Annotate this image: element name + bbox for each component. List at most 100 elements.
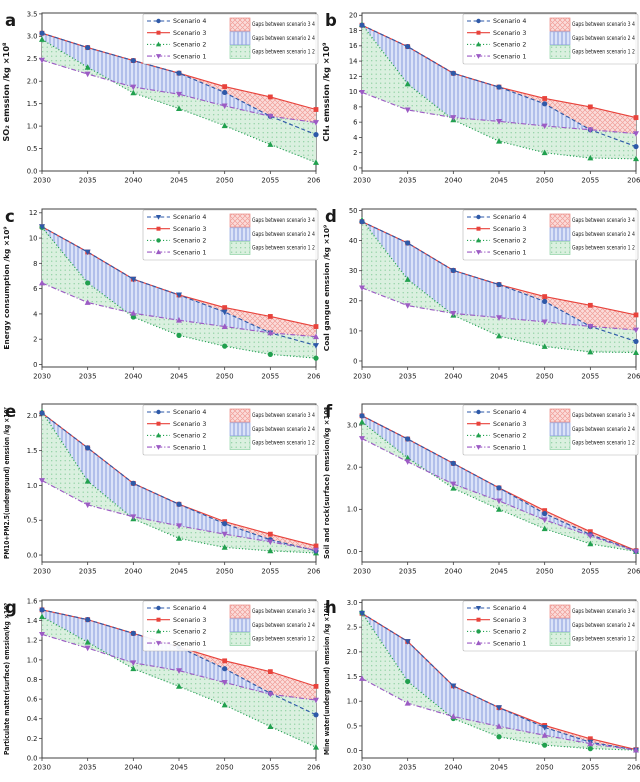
marker-triangle-down [313, 697, 319, 703]
marker-triangle-up [450, 712, 457, 719]
y-tick-label: 1.0 [27, 656, 38, 664]
marker-triangle-down [587, 127, 594, 133]
marker-circle [450, 460, 456, 467]
y-tick-label: 12 [349, 73, 358, 81]
legend-label: Gaps between scenario 2 4 [572, 621, 635, 628]
marker-triangle-down [39, 223, 45, 230]
marker-triangle-up [313, 743, 319, 750]
marker-triangle-down [404, 459, 411, 465]
legend-item-gap-2: Gaps between scenario 2 4 [229, 226, 315, 241]
marker-circle [267, 351, 273, 357]
marker-triangle-down [84, 249, 91, 255]
y-tick-label: 1.5 [347, 672, 358, 680]
y-axis-label: PM10+PM2.5(underground) emssion /kg ×10⁷ [3, 407, 11, 559]
legend-item-scenario-2: Scenario 2 [147, 41, 206, 49]
y-tick-label: 3.5 [27, 10, 38, 18]
marker-triangle-down [176, 292, 182, 298]
series-scenario-2 [39, 612, 319, 750]
y-axis-label: Particulate matter(surface) emssion/kg ×… [3, 602, 11, 754]
marker-triangle-up [541, 342, 548, 349]
legend-swatch [229, 604, 251, 618]
marker-triangle-down [313, 342, 319, 349]
marker-triangle-down [155, 445, 162, 450]
x-tick-label: 2045 [490, 177, 508, 185]
x-tick-label: 2050 [216, 763, 234, 771]
legend-item-scenario-2: Scenario 2 [467, 628, 526, 635]
x-tick-label: 2045 [490, 372, 508, 380]
marker-triangle-down [39, 57, 45, 64]
legend-item-scenario-2: Scenario 2 [467, 237, 526, 244]
marker-circle [39, 30, 45, 36]
marker-square [267, 313, 273, 319]
x-tick-label: 2030 [353, 568, 371, 576]
y-tick-label: 2.5 [27, 55, 38, 63]
y-tick-label: 3.0 [347, 598, 358, 606]
legend-label: Scenario 4 [493, 605, 526, 612]
legend-item-gap-2: Gaps between scenario 2 4 [549, 226, 635, 241]
legend-item-scenario-2: Scenario 2 [147, 432, 206, 440]
x-tick-label: 2055 [261, 177, 279, 185]
y-axis: 0.0 1.0 2.0 3.0 [347, 421, 362, 556]
legend-swatch [549, 617, 571, 632]
legend-item-scenario-1: Scenario 1 [467, 249, 526, 256]
legend-item-gap-3: Gaps between scenario 1 2 [229, 240, 315, 255]
legend-label: Scenario 4 [493, 214, 526, 221]
legend-item-scenario-2: Scenario 2 [467, 432, 526, 440]
marker-triangle-down [633, 327, 639, 333]
x-tick-label: 2040 [124, 763, 142, 771]
x-tick-label: 2050 [216, 568, 234, 576]
x-tick-label: 2035 [79, 177, 97, 185]
marker-triangle-down [404, 302, 411, 309]
marker-triangle-down [475, 249, 482, 255]
y-tick-label: 2.0 [347, 648, 358, 656]
legend-item-scenario-2: Scenario 2 [147, 237, 206, 244]
legend-label: Scenario 3 [493, 616, 526, 623]
x-tick-label: 2040 [444, 763, 462, 771]
x-tick-label: 2040 [444, 568, 462, 576]
marker-triangle-up [587, 348, 594, 354]
y-tick-label: 2 [353, 149, 357, 157]
marker-square [542, 508, 548, 513]
marker-triangle-up [221, 322, 228, 329]
x-tick-label: 2055 [261, 763, 279, 771]
legend-label: Gaps between scenario 3 4 [572, 608, 635, 615]
legend-label: Gaps between scenario 1 2 [252, 244, 315, 251]
subplot-f: 0.0 1.0 2.0 3.0 2030 2035 2040 2045 2050 2055 2060… [320, 391, 640, 587]
marker-circle [476, 214, 481, 219]
marker-triangle-up [313, 159, 319, 165]
x-tick-label: 2055 [581, 568, 599, 576]
y-tick-label: 0.0 [27, 551, 38, 559]
legend: Scenario 4 Scenario 3 Scenario 2 Scenario 1… [462, 209, 639, 260]
legend-item-scenario-1: Scenario 1 [467, 639, 526, 647]
marker-circle [156, 605, 161, 610]
legend-swatch [549, 408, 571, 423]
x-axis: 2030 2035 2040 2045 2050 2055 2060 [353, 757, 640, 771]
legend-item-scenario-2: Scenario 2 [467, 41, 526, 49]
marker-triangle-up [130, 664, 137, 671]
legend-item-scenario-3: Scenario 3 [147, 225, 206, 232]
legend-swatch [229, 408, 251, 423]
marker-triangle-up [84, 478, 91, 484]
gap-region-pat-green [42, 616, 316, 747]
marker-triangle-down [587, 533, 594, 540]
marker-square [313, 107, 319, 112]
legend-label: Gaps between scenario 1 2 [252, 49, 315, 56]
y-tick-label: 0.4 [27, 715, 38, 723]
marker-circle [176, 70, 182, 76]
x-axis: 2030 2035 2040 2045 2050 2055 2060 [33, 171, 320, 185]
x-tick-label: 2035 [79, 372, 97, 380]
marker-triangle-down [541, 517, 548, 524]
x-tick-label: 2050 [536, 177, 554, 185]
legend-label: Gaps between scenario 1 2 [572, 440, 635, 447]
x-tick-label: 2030 [33, 763, 51, 771]
legend-swatch [229, 17, 251, 32]
marker-circle [476, 18, 481, 24]
marker-triangle-up [450, 485, 457, 491]
subplot-h-chart: 0.0 0.5 1.0 1.5 2.0 2.5 3.0 2030 2035 2040 2045 205… [323, 598, 640, 772]
y-axis-label: Soil and rock(surface) emssion/kg ×10⁸ [323, 407, 331, 559]
marker-circle [405, 239, 411, 246]
legend-item-scenario-4: Scenario 4 [467, 18, 526, 25]
legend-label: Scenario 3 [173, 30, 206, 37]
y-tick-label: 18 [349, 27, 358, 35]
marker-square [542, 96, 548, 101]
